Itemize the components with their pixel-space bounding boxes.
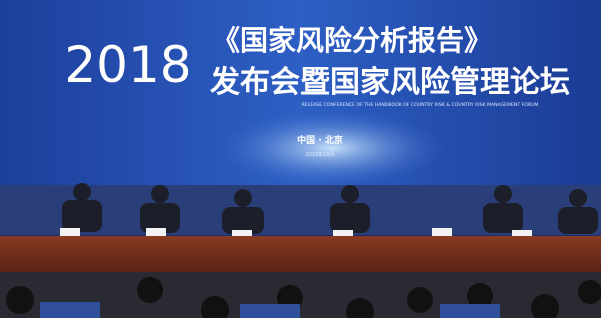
photo: 2018 《国家风险分析报告》 发布会暨国家风险管理论坛 RELEASE CON…: [0, 0, 601, 318]
banner-date: 2018年10月: [305, 151, 334, 158]
banner-subtitle: RELEASE CONFERENCE OF THE HANDBOOK OF CO…: [302, 102, 539, 108]
page: 2018 《国家风险分析报告》 发布会暨国家风险管理论坛 RELEASE CON…: [0, 0, 601, 318]
banner-title-1: 《国家风险分析报告》: [212, 24, 492, 57]
banner-title-2: 发布会暨国家风险管理论坛: [209, 65, 570, 100]
table-front: [0, 236, 601, 272]
banner-year: 2018: [64, 36, 191, 94]
banner-location: 中国 · 北京: [297, 134, 343, 146]
